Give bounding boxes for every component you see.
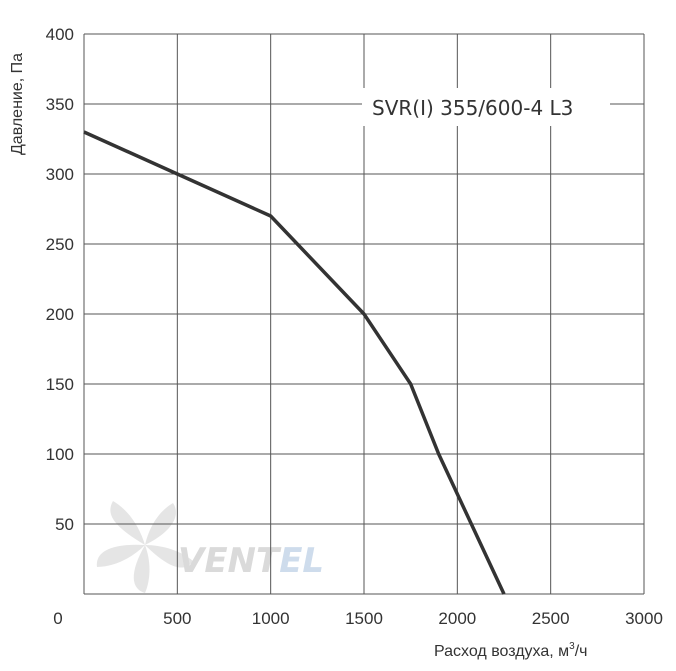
svg-text:VENTEL: VENTEL [178, 541, 324, 581]
x-tick-labels: 0 500 1000 1500 2000 2500 3000 [53, 609, 663, 628]
y-tick-label: 300 [46, 165, 74, 184]
y-tick-label: 250 [46, 235, 74, 254]
x-tick-label: 2000 [438, 609, 476, 628]
x-axis-label-tail: /ч [575, 643, 588, 660]
model-label-box [362, 88, 610, 126]
x-tick-label: 1500 [345, 609, 383, 628]
x-axis-label-sup: 3 [569, 641, 575, 652]
y-tick-label: 200 [46, 305, 74, 324]
watermark-text-accent: EL [279, 541, 324, 581]
series-line [83, 130, 506, 595]
x-axis-label-main: Расход воздуха, м [434, 643, 569, 660]
y-axis-label: Давление, Па [9, 53, 26, 155]
ventel-watermark: VENTEL [96, 501, 324, 593]
x-tick-label: 3000 [625, 609, 663, 628]
fan-blade-icon [96, 501, 193, 593]
y-tick-label: 50 [55, 515, 74, 534]
model-label: SVR(I) 355/600-4 L3 [372, 96, 573, 120]
y-tick-label: 150 [46, 375, 74, 394]
y-tick-label: 350 [46, 95, 74, 114]
y-tick-label: 100 [46, 445, 74, 464]
x-axis-label: Расход воздуха, м3/ч [434, 641, 588, 660]
grid [83, 33, 645, 595]
plot-area [83, 130, 506, 595]
watermark-text-main: VENT [178, 541, 282, 581]
x-tick-label: 500 [163, 609, 191, 628]
y-tick-labels: 50 100 150 200 250 300 350 400 [46, 25, 74, 534]
y-tick-label: 400 [46, 25, 74, 44]
x-tick-label: 1000 [252, 609, 290, 628]
x-tick-label: 0 [53, 609, 62, 628]
x-tick-label: 2500 [532, 609, 570, 628]
